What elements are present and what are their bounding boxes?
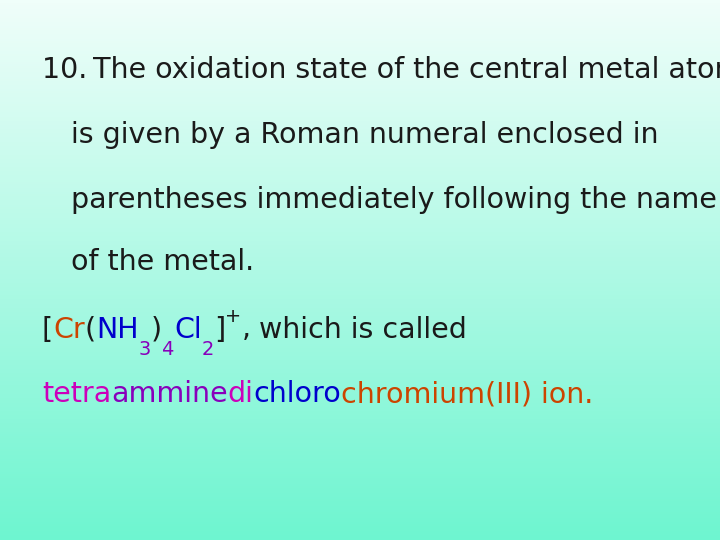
Text: 3: 3 <box>138 340 150 359</box>
Text: which is called: which is called <box>251 315 467 343</box>
Text: ): ) <box>150 315 161 343</box>
Text: parentheses immediately following the name: parentheses immediately following the na… <box>71 186 716 214</box>
Text: Cl: Cl <box>174 315 202 343</box>
Text: is given by a Roman numeral enclosed in: is given by a Roman numeral enclosed in <box>71 121 658 149</box>
Text: 4: 4 <box>161 340 174 359</box>
Text: NH: NH <box>96 315 138 343</box>
Text: ammine: ammine <box>111 380 228 408</box>
Text: chloro: chloro <box>253 380 341 408</box>
Text: (: ( <box>85 315 96 343</box>
Text: tetra: tetra <box>42 380 111 408</box>
Text: chromium(III) ion.: chromium(III) ion. <box>341 380 593 408</box>
Text: [: [ <box>42 315 53 343</box>
Text: +: + <box>225 307 241 326</box>
Text: di: di <box>228 380 253 408</box>
Text: 10. The oxidation state of the central metal atom: 10. The oxidation state of the central m… <box>42 56 720 84</box>
Text: Cr: Cr <box>53 315 85 343</box>
Text: ]: ] <box>214 315 225 343</box>
Text: 2: 2 <box>202 340 214 359</box>
Text: of the metal.: of the metal. <box>71 248 254 276</box>
Text: ,: , <box>241 315 251 343</box>
